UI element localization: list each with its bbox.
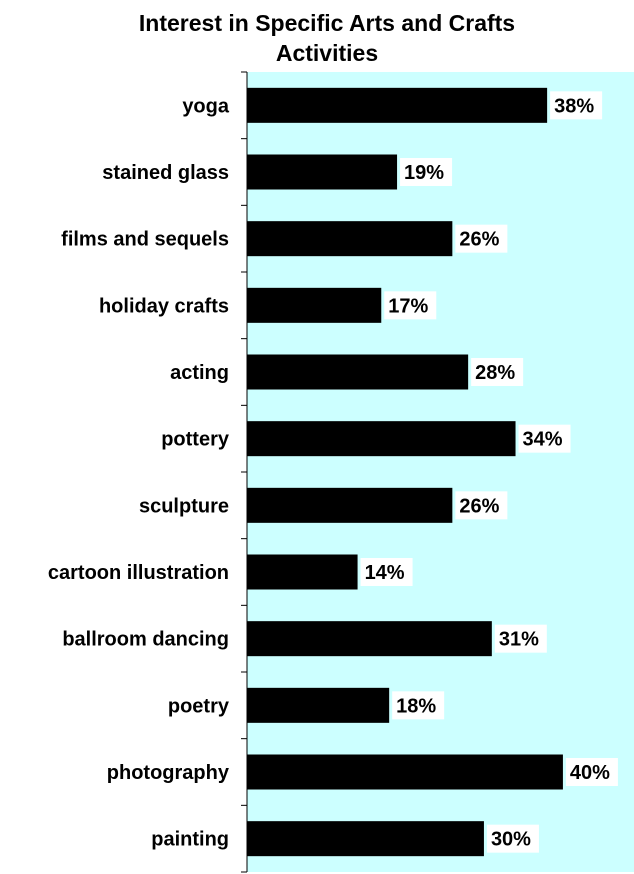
value-label-background (384, 291, 437, 320)
chart-title: Interest in Specific Arts and Crafts Act… (0, 8, 634, 68)
value-label-background (400, 158, 453, 186)
value-label: 28% (475, 362, 515, 384)
category-label: pottery (161, 429, 230, 451)
category-labels: yoga stained glass films and sequels holida… (48, 95, 230, 850)
bar-stained-glass (247, 154, 398, 190)
category-label: acting (170, 362, 229, 384)
bar-sculpture (247, 487, 453, 523)
value-label: 26% (459, 229, 499, 251)
bars-group (247, 87, 563, 857)
bar-yoga (247, 87, 548, 123)
category-label: photography (107, 762, 230, 784)
category-label: yoga (182, 95, 230, 117)
chart-title-line-2: Activities (275, 40, 379, 66)
value-label: 18% (396, 695, 436, 717)
bar-pottery (247, 421, 516, 457)
value-labels: 38% 19% 26% 17% 28% 34% 26% 14% 31% 18% 40% 30% (360, 91, 618, 853)
value-label: 30% (491, 829, 531, 851)
value-label: 14% (365, 562, 405, 584)
category-label: cartoon illustration (48, 562, 229, 584)
bar-poetry (247, 687, 390, 723)
plot-background (247, 72, 634, 872)
value-label: 19% (404, 162, 444, 184)
category-label: films and sequels (61, 229, 229, 251)
bar-painting (247, 821, 484, 857)
value-label: 17% (388, 295, 428, 317)
value-label-background (455, 491, 508, 520)
value-label-background (471, 358, 524, 386)
bar-films-and-sequels (247, 221, 453, 257)
category-label: sculpture (139, 495, 229, 517)
value-label: 40% (570, 762, 610, 784)
value-label-background (550, 91, 603, 120)
category-label: holiday crafts (99, 295, 229, 317)
value-label-background (392, 691, 445, 720)
bar-acting (247, 354, 469, 390)
category-label: poetry (168, 695, 230, 717)
value-label: 38% (554, 95, 594, 117)
value-label-background (455, 224, 508, 253)
bar-holiday-crafts (247, 287, 382, 323)
value-label-background (565, 758, 618, 786)
value-label-background (518, 424, 571, 453)
category-label: painting (151, 829, 229, 851)
category-label: ballroom dancing (62, 629, 229, 651)
value-label-background (360, 558, 413, 586)
value-label-background (486, 824, 539, 853)
bar-photography (247, 754, 563, 790)
value-label: 31% (499, 629, 539, 651)
category-label: stained glass (102, 162, 229, 184)
value-label: 34% (523, 429, 563, 451)
bar-cartoon-illustration (247, 554, 358, 590)
value-label: 26% (459, 495, 499, 517)
bar-ballroom-dancing (247, 621, 492, 657)
value-label-background (494, 624, 547, 653)
chart-title-line-1: Interest in Specific Arts and Crafts (138, 10, 516, 36)
y-axis-ticks (241, 71, 247, 873)
